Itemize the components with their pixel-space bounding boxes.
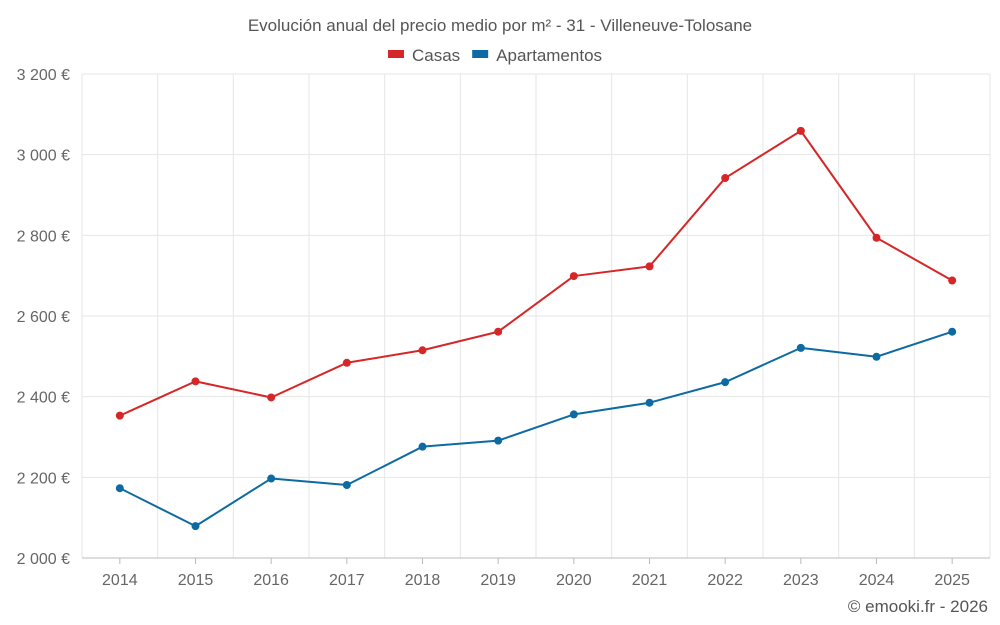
data-point-casas[interactable] [645, 262, 654, 271]
x-tick-label: 2019 [480, 572, 516, 589]
x-tick-label: 2021 [632, 572, 668, 589]
x-tick-label: 2015 [178, 572, 214, 589]
data-point-casas[interactable] [569, 272, 578, 281]
y-tick-label: 3 000 € [17, 148, 70, 165]
data-point-apartamentos[interactable] [948, 327, 957, 336]
data-point-casas[interactable] [796, 126, 805, 135]
grid [81, 73, 991, 558]
y-tick-label: 2 600 € [17, 309, 70, 326]
legend: Casas Apartamentos [388, 46, 602, 65]
y-tick-label: 3 200 € [17, 67, 70, 84]
data-point-apartamentos[interactable] [267, 474, 276, 483]
data-point-apartamentos[interactable] [645, 398, 654, 407]
series-line-apartamentos [119, 330, 953, 528]
data-point-casas[interactable] [342, 358, 351, 367]
data-point-casas[interactable] [721, 174, 730, 183]
x-tick-label: 2025 [934, 572, 970, 589]
data-point-apartamentos[interactable] [796, 343, 805, 352]
y-tick-label: 2 800 € [17, 228, 70, 245]
x-tick-label: 2018 [405, 572, 441, 589]
y-tick-label: 2 000 € [17, 551, 70, 568]
data-point-apartamentos[interactable] [494, 436, 503, 445]
axes: 2 000 € 2 200 € 2 400 € 2 600 € 2 800 € 3 000… [17, 67, 990, 589]
data-point-apartamentos[interactable] [721, 378, 730, 387]
x-tick-label: 2020 [556, 572, 592, 589]
data-point-casas[interactable] [267, 393, 276, 402]
legend-label-apartamentos[interactable]: Apartamentos [496, 46, 602, 65]
legend-label-casas[interactable]: Casas [412, 46, 460, 65]
data-point-casas[interactable] [494, 327, 503, 336]
data-point-apartamentos[interactable] [191, 522, 200, 531]
x-tick-label: 2014 [102, 572, 138, 589]
x-tick-label: 2017 [329, 572, 365, 589]
x-tick-label: 2024 [859, 572, 895, 589]
data-point-casas[interactable] [872, 233, 881, 242]
series-layer [115, 126, 957, 531]
legend-swatch-apartamentos [472, 50, 489, 58]
data-point-apartamentos[interactable] [569, 410, 578, 419]
data-point-apartamentos[interactable] [418, 442, 427, 451]
series-line-casas [119, 129, 953, 417]
y-tick-label: 2 400 € [17, 390, 70, 407]
y-tick-label: 2 200 € [17, 470, 70, 487]
data-point-apartamentos[interactable] [872, 352, 881, 361]
chart-title: Evolución anual del precio medio por m² … [248, 16, 752, 35]
data-point-casas[interactable] [418, 346, 427, 355]
x-tick-label: 2023 [783, 572, 819, 589]
data-point-casas[interactable] [948, 276, 957, 285]
legend-swatch-casas [388, 50, 404, 58]
data-point-apartamentos[interactable] [342, 480, 351, 489]
data-point-apartamentos[interactable] [115, 484, 124, 493]
x-tick-label: 2016 [253, 572, 289, 589]
data-point-casas[interactable] [115, 411, 124, 420]
data-point-casas[interactable] [191, 377, 200, 386]
x-tick-label: 2022 [707, 572, 743, 589]
credit-text: © emooki.fr - 2026 [847, 597, 988, 616]
